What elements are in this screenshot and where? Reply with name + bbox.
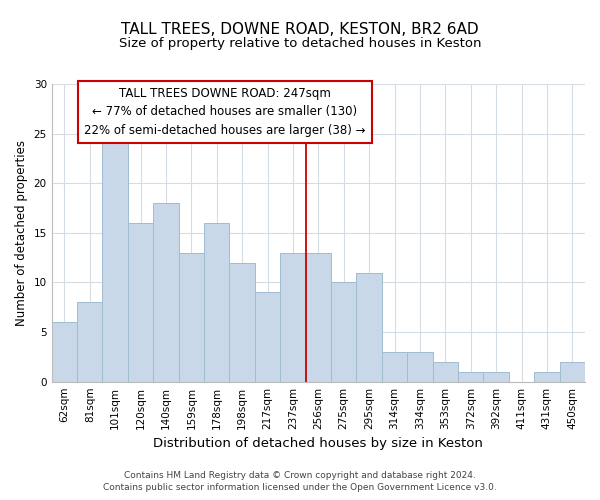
Bar (179, 252, 204, 382)
Title: TALL TREES, DOWNE ROAD, KESTON, BR2 6AD
Size of property relative to detached ho: TALL TREES, DOWNE ROAD, KESTON, BR2 6AD … (0, 499, 1, 500)
Bar (77, 302, 103, 382)
Text: TALL TREES, DOWNE ROAD, KESTON, BR2 6AD: TALL TREES, DOWNE ROAD, KESTON, BR2 6AD (121, 22, 479, 38)
Bar (103, 134, 128, 382)
Bar (255, 292, 280, 382)
Y-axis label: Number of detached properties: Number of detached properties (15, 140, 28, 326)
Bar (52, 322, 77, 382)
Bar (305, 252, 331, 382)
Bar (382, 352, 407, 382)
Bar (356, 272, 382, 382)
Text: Contains HM Land Registry data © Crown copyright and database right 2024.
Contai: Contains HM Land Registry data © Crown c… (103, 470, 497, 492)
Bar (331, 282, 356, 382)
Bar (484, 372, 509, 382)
Bar (433, 362, 458, 382)
Bar (560, 362, 585, 382)
Bar (534, 372, 560, 382)
X-axis label: Distribution of detached houses by size in Keston: Distribution of detached houses by size … (154, 437, 483, 450)
Bar (128, 223, 153, 382)
Text: Size of property relative to detached houses in Keston: Size of property relative to detached ho… (119, 38, 481, 51)
Bar (280, 252, 305, 382)
Bar (153, 203, 179, 382)
Text: TALL TREES DOWNE ROAD: 247sqm
← 77% of detached houses are smaller (130)
22% of : TALL TREES DOWNE ROAD: 247sqm ← 77% of d… (84, 87, 366, 137)
Bar (229, 262, 255, 382)
Bar (407, 352, 433, 382)
Bar (458, 372, 484, 382)
Bar (204, 223, 229, 382)
